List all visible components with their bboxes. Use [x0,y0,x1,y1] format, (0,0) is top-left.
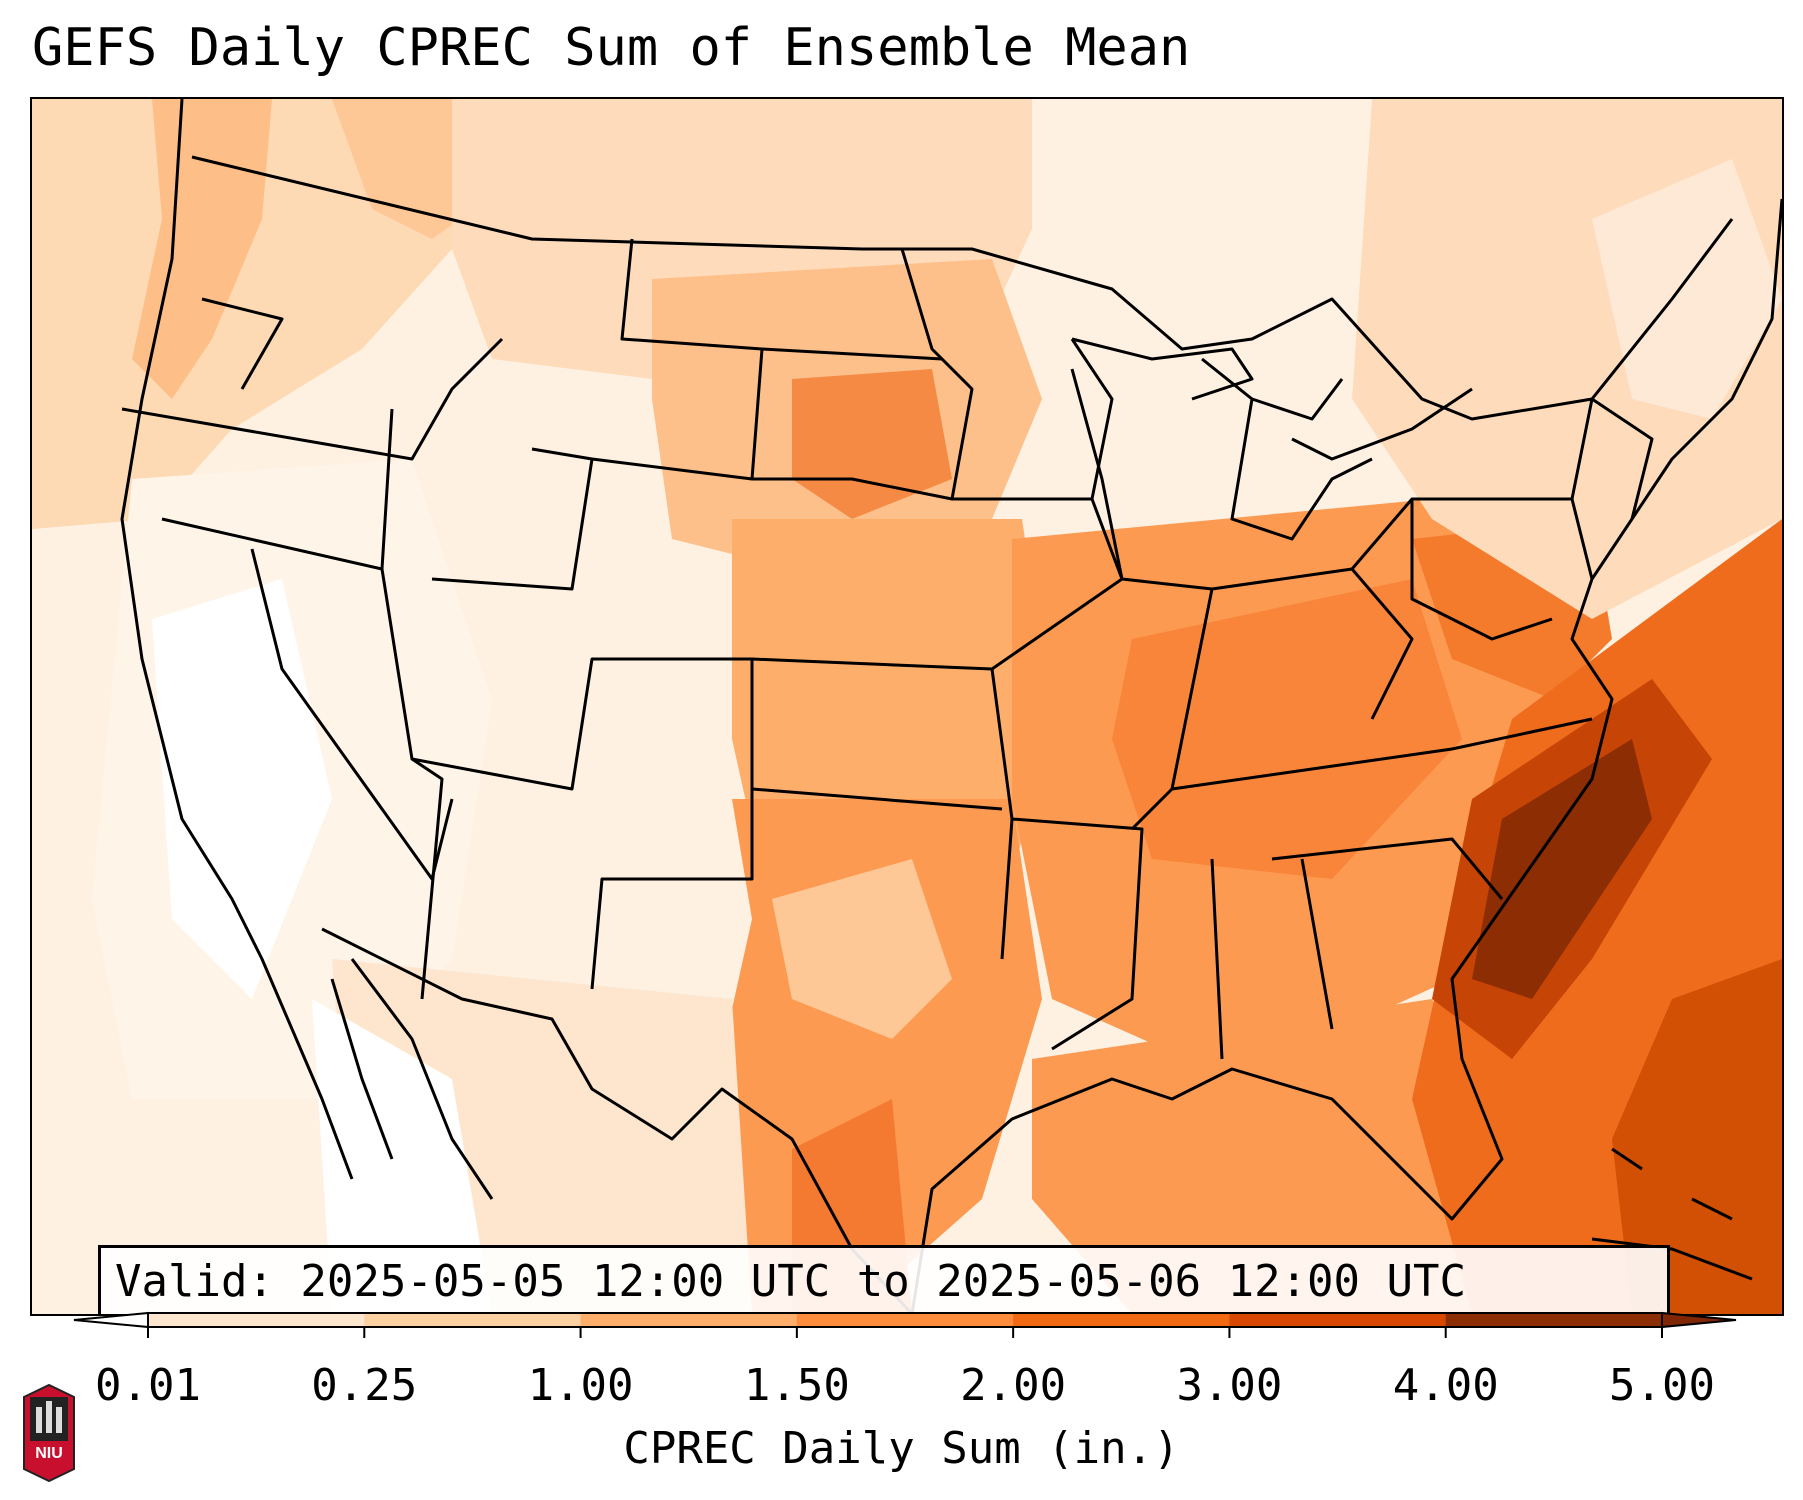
colorbar-segment [1229,1313,1447,1327]
colorbar-frame [147,1312,1663,1328]
colorbar-ticks [147,1327,1663,1338]
precip-map [32,99,1782,1314]
boundary-lines [120,99,1782,1314]
colorbar-tick-label: 3.00 [1176,1360,1283,1411]
run-time-text: Run: 2025-04-22 00:00 UTC [115,1308,830,1314]
page-title: GEFS Daily CPREC Sum of Ensemble Mean [32,18,1191,78]
colorbar-segment [1013,1313,1230,1327]
colorbar-segments [148,1313,1663,1327]
colorbar-segment [796,1313,1014,1327]
colorbar-under-arrow [73,1311,149,1329]
colorbar-segment [580,1313,798,1327]
colorbar-over-arrow [1661,1311,1737,1329]
valid-time-text: Valid: 2025-05-05 12:00 UTC to 2025-05-0… [115,1256,1467,1307]
colorbar-tick-label: 0.25 [311,1360,418,1411]
colorbar-segment [1445,1313,1663,1327]
colorbar-label: CPREC Daily Sum (in.) [623,1423,1180,1474]
colorbar-tick-label: 5.00 [1609,1360,1715,1411]
logo-text: NIU [35,1445,63,1462]
colorbar-tick-label: 1.50 [743,1360,850,1411]
niu-logo: NIU [20,1383,78,1483]
precip-field [32,99,1782,1314]
colorbar-segment [148,1313,365,1327]
colorbar-segment [364,1313,582,1327]
map-panel: Valid: 2025-05-05 12:00 UTC to 2025-05-0… [30,97,1784,1316]
colorbar [73,1311,1737,1338]
colorbar-tick-label: 4.00 [1392,1360,1499,1411]
colorbar-tick-label: 2.00 [960,1360,1067,1411]
colorbar-tick-label: 1.00 [527,1360,634,1411]
colorbar-tick-label: 0.01 [95,1360,201,1411]
info-box: Valid: 2025-05-05 12:00 UTC to 2025-05-0… [98,1245,1670,1314]
